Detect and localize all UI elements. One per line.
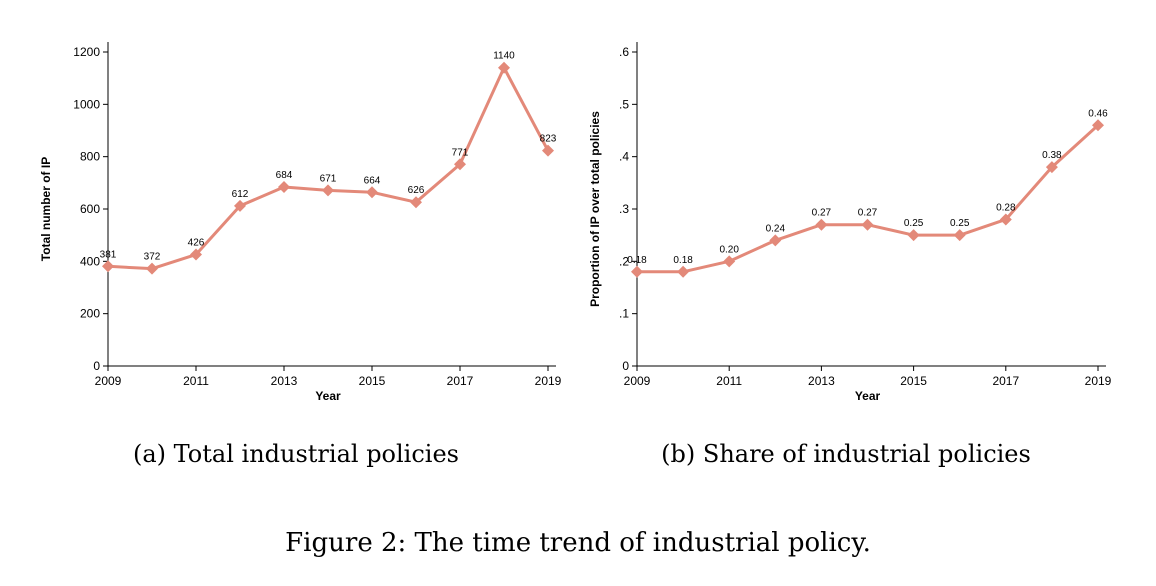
y-tick-label: .3 bbox=[619, 202, 629, 216]
data-point-marker bbox=[454, 158, 466, 171]
y-tick-label: 0 bbox=[622, 359, 629, 373]
series-line bbox=[107, 66, 550, 271]
x-tick-label: 2017 bbox=[992, 374, 1019, 388]
x-tick-label: 2019 bbox=[535, 374, 562, 388]
x-axis-title: Year bbox=[315, 389, 341, 403]
data-label: 612 bbox=[232, 189, 249, 200]
x-tick-label: 2013 bbox=[271, 374, 298, 388]
caption-a: (a) Total industrial policies bbox=[133, 440, 459, 468]
y-tick-label: 800 bbox=[80, 150, 100, 164]
data-point-marker bbox=[999, 213, 1012, 226]
data-point-marker bbox=[677, 265, 690, 278]
y-axis-title: Total number of IP bbox=[39, 157, 53, 261]
data-point-marker bbox=[410, 196, 422, 209]
data-point-marker bbox=[723, 255, 736, 268]
data-label: 684 bbox=[276, 170, 293, 181]
data-point-marker bbox=[1092, 119, 1104, 132]
data-label: 0.28 bbox=[996, 202, 1016, 213]
y-tick-label: .6 bbox=[619, 45, 629, 59]
y-tick-label: .4 bbox=[619, 150, 629, 164]
chart-a-svg: 0 200 400 600 800 1000 1200 2009 2011 2013 2015 201… bbox=[39, 42, 562, 403]
y-axis-title: Proportion of IP over total policies bbox=[588, 111, 602, 307]
data-point-marker bbox=[498, 61, 510, 74]
data-label: 0.27 bbox=[858, 208, 878, 219]
x-tick-label: 2019 bbox=[1085, 374, 1112, 388]
x-axis-title: Year bbox=[855, 389, 881, 403]
chart-panel-b: 0 .1 .2 .3 .4 .5 .6 2009 2011 2013 2015 2017 2019 Yea… bbox=[580, 30, 1140, 420]
figure-caption: Figure 2: The time trend of industrial p… bbox=[285, 528, 871, 558]
data-point-marker bbox=[542, 144, 554, 157]
data-label: 0.25 bbox=[904, 218, 924, 229]
data-point-marker bbox=[815, 218, 828, 231]
data-label: 0.20 bbox=[719, 244, 739, 255]
data-point-marker bbox=[907, 229, 920, 242]
data-label: 372 bbox=[144, 252, 161, 263]
data-label: 664 bbox=[364, 175, 381, 186]
y-tick-label: .5 bbox=[619, 97, 629, 111]
x-tick-label: 2015 bbox=[900, 374, 927, 388]
x-tick-label: 2011 bbox=[183, 374, 209, 388]
data-label: 626 bbox=[408, 185, 425, 196]
y-tick-label: .1 bbox=[619, 307, 629, 321]
data-point-marker bbox=[102, 260, 114, 273]
data-point-marker bbox=[278, 181, 290, 194]
x-tick-label: 2013 bbox=[808, 374, 835, 388]
data-point-marker bbox=[953, 229, 966, 242]
y-tick-label: 1200 bbox=[73, 45, 100, 59]
data-label: 771 bbox=[452, 147, 469, 158]
data-label: 0.18 bbox=[627, 255, 647, 266]
data-point-marker bbox=[146, 262, 158, 275]
y-tick-label: 400 bbox=[80, 254, 100, 268]
chart-panel-a: 0 200 400 600 800 1000 1200 2009 2011 2013 2015 201… bbox=[20, 30, 580, 420]
x-tick-label: 2017 bbox=[447, 374, 474, 388]
data-label: 1140 bbox=[493, 51, 515, 62]
data-label: 0.18 bbox=[673, 255, 693, 266]
y-tick-label: 0 bbox=[93, 359, 100, 373]
data-label: 0.24 bbox=[766, 223, 786, 234]
x-tick-label: 2015 bbox=[359, 374, 386, 388]
data-label: 381 bbox=[100, 249, 117, 260]
x-tick-label: 2009 bbox=[95, 374, 122, 388]
data-point-marker bbox=[631, 265, 643, 278]
y-tick-label: 1000 bbox=[73, 97, 100, 111]
y-tick-label: .2 bbox=[619, 254, 629, 268]
y-tick-label: 200 bbox=[80, 307, 100, 321]
data-point-marker bbox=[190, 248, 202, 261]
x-tick-label: 2011 bbox=[716, 374, 742, 388]
data-point-marker bbox=[861, 218, 874, 231]
data-point-marker bbox=[769, 234, 782, 247]
caption-b: (b) Share of industrial policies bbox=[661, 440, 1031, 468]
data-point-marker bbox=[1045, 161, 1058, 174]
data-label: 823 bbox=[540, 134, 557, 145]
data-point-marker bbox=[366, 186, 378, 199]
x-tick-label: 2009 bbox=[624, 374, 651, 388]
data-label: 0.25 bbox=[950, 218, 970, 229]
data-label: 0.38 bbox=[1042, 150, 1062, 161]
data-label: 0.27 bbox=[812, 208, 832, 219]
series-line bbox=[637, 124, 1100, 274]
chart-b-svg: 0 .1 .2 .3 .4 .5 .6 2009 2011 2013 2015 2017 2019 Yea… bbox=[588, 42, 1112, 403]
data-label: 426 bbox=[188, 238, 205, 249]
data-label: 0.46 bbox=[1088, 108, 1108, 119]
data-point-marker bbox=[322, 184, 334, 197]
y-tick-label: 600 bbox=[80, 202, 100, 216]
data-point-marker bbox=[234, 199, 246, 212]
data-label: 671 bbox=[320, 173, 337, 184]
